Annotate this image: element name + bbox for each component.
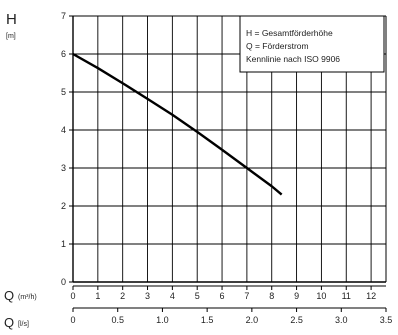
x-axis-label-secondary: Q [4, 315, 14, 330]
y-tick-label: 6 [61, 49, 66, 59]
x-tick-label-primary: 3 [145, 291, 150, 301]
x-tick-label-secondary: 1.0 [156, 315, 169, 325]
series-layer [72, 52, 283, 196]
labels: H [m] Q (m³/h) Q [l/s] [4, 11, 37, 330]
y-axis-label: H [6, 11, 17, 28]
x-tick-label-secondary: 2.0 [246, 315, 259, 325]
x-tick-label-secondary: 3.0 [335, 315, 348, 325]
y-tick-label: 2 [61, 201, 66, 211]
y-tick-label: 7 [61, 11, 66, 21]
x-axis-unit-primary: (m³/h) [18, 294, 37, 301]
x-tick-label-primary: 1 [95, 291, 100, 301]
legend-box [239, 15, 385, 73]
x-tick-label-primary: 5 [195, 291, 200, 301]
series-line [72, 52, 283, 196]
x-tick-label-primary: 4 [170, 291, 175, 301]
x-tick-label-primary: 9 [294, 291, 299, 301]
y-tick-label: 1 [61, 239, 66, 249]
y-tick-label: 4 [61, 125, 66, 135]
x-tick-label-secondary: 2.5 [290, 315, 303, 325]
x-tick-label-primary: 7 [244, 291, 249, 301]
y-tick-label: 5 [61, 87, 66, 97]
x-tick-label-primary: 0 [70, 291, 75, 301]
legend: H = Gesamtförderhöhe Q = Förderstrom Ken… [239, 15, 385, 73]
x-tick-label-secondary: 3.5 [380, 315, 393, 325]
x-axis-unit-secondary: [l/s] [18, 321, 29, 328]
x-tick-label-primary: 10 [316, 291, 326, 301]
grid [72, 15, 387, 283]
y-tick-label: 0 [61, 277, 66, 287]
x-tick-label-primary: 8 [269, 291, 274, 301]
x-tick-label-secondary: 0 [70, 315, 75, 325]
y-tick-label: 3 [61, 163, 66, 173]
legend-line-3: Kennlinie nach ISO 9906 [246, 54, 340, 64]
x-tick-label-primary: 6 [220, 291, 225, 301]
x-tick-label-primary: 11 [342, 291, 351, 301]
legend-line-1: H = Gesamtförderhöhe [246, 28, 333, 38]
x-tick-label-secondary: 1.5 [201, 315, 214, 325]
x-tick-label-secondary: 0.5 [111, 315, 124, 325]
y-axis-unit: [m] [6, 33, 16, 40]
x-tick-label-primary: 12 [366, 291, 376, 301]
x-axis-label-primary: Q [4, 288, 14, 303]
x-tick-label-primary: 2 [120, 291, 125, 301]
legend-line-2: Q = Förderstrom [246, 41, 309, 51]
